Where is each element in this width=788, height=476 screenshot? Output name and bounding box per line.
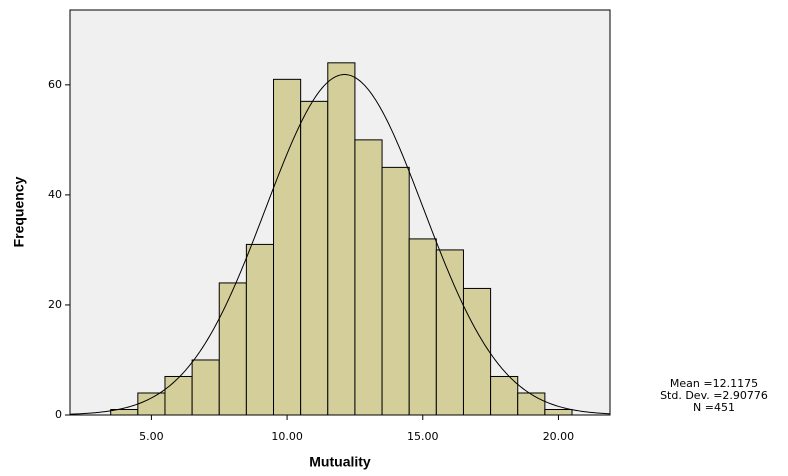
y-tick-label: 0 <box>55 408 62 421</box>
y-tick-label: 60 <box>48 78 62 91</box>
bar <box>381 166 410 416</box>
bar <box>435 249 464 416</box>
bar <box>462 287 492 416</box>
bar <box>408 238 437 416</box>
bar <box>490 375 519 416</box>
x-tick-label: 15.00 <box>407 430 439 443</box>
bar <box>218 282 247 416</box>
y-tick-label: 20 <box>48 298 62 311</box>
x-tick-label: 10.00 <box>271 430 303 443</box>
stat-label: Std. Dev. =2.90776 <box>660 389 768 402</box>
bar <box>273 78 302 416</box>
stat-label: Mean =12.1175 <box>670 377 758 390</box>
plot-frame <box>69 9 611 416</box>
normal-curve <box>69 74 611 415</box>
bar <box>245 243 275 416</box>
bar <box>164 375 193 416</box>
bar <box>544 408 573 416</box>
y-axis-title: Frequency <box>11 176 27 247</box>
bar <box>300 100 329 416</box>
bar <box>137 392 166 416</box>
y-tick-label: 40 <box>48 188 62 201</box>
bar <box>354 139 383 416</box>
bar <box>327 62 356 416</box>
bar <box>517 392 546 416</box>
stat-label: N =451 <box>693 401 735 414</box>
bar <box>191 359 220 416</box>
x-tick-label: 20.00 <box>543 430 575 443</box>
x-axis-title: Mutuality <box>309 454 371 470</box>
x-tick-label: 5.00 <box>139 430 164 443</box>
